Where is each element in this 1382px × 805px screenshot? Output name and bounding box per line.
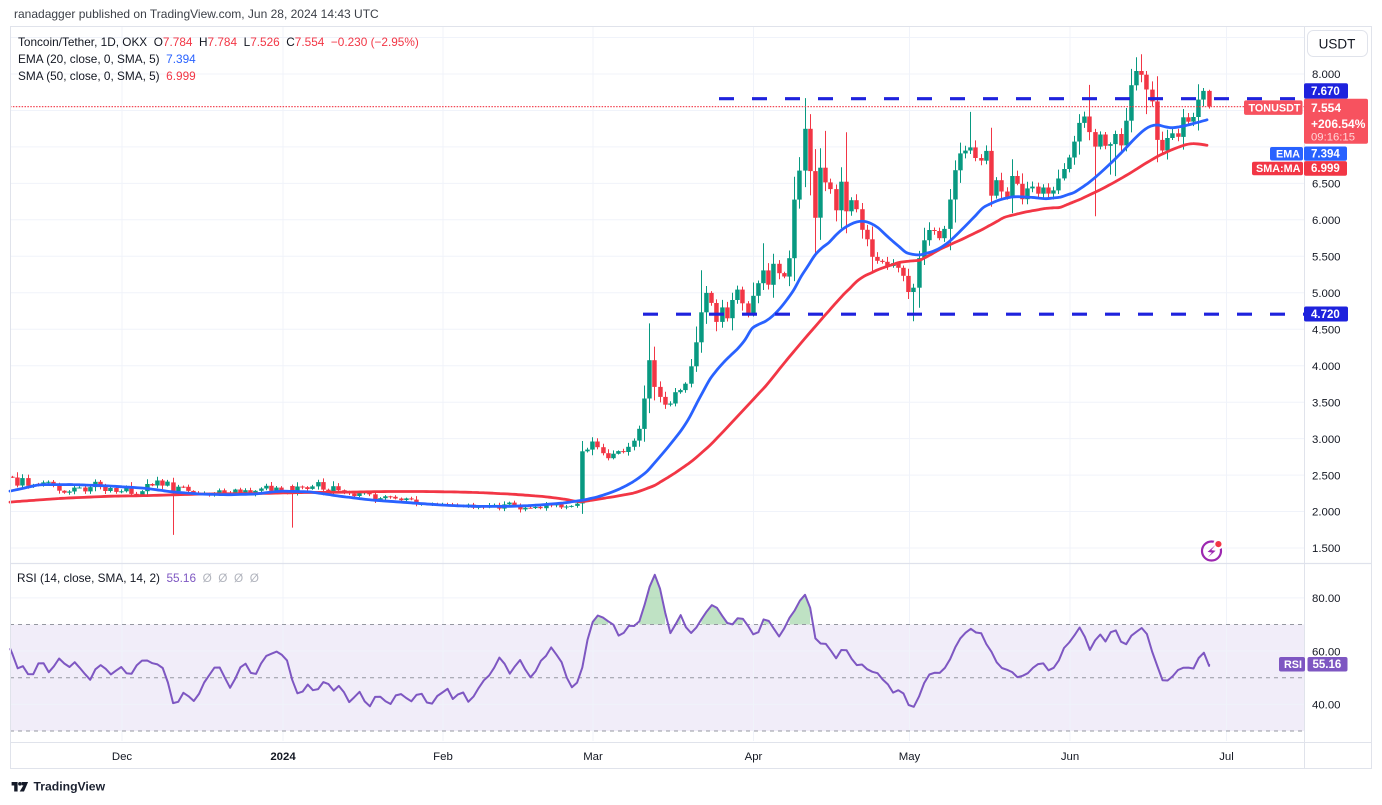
svg-text:7.394: 7.394	[1311, 149, 1340, 161]
svg-text:2.500: 2.500	[1312, 470, 1341, 482]
svg-text:6.500: 6.500	[1312, 179, 1341, 191]
svg-text:80.00: 80.00	[1312, 593, 1341, 605]
svg-text:2024: 2024	[270, 751, 296, 763]
svg-text:8.000: 8.000	[1312, 69, 1341, 81]
svg-text:4.500: 4.500	[1312, 324, 1341, 336]
svg-text:RSI: RSI	[1284, 659, 1302, 671]
svg-text:3.000: 3.000	[1312, 434, 1341, 446]
svg-text:SMA:MA: SMA:MA	[1256, 163, 1301, 175]
svg-text:5.000: 5.000	[1312, 288, 1341, 300]
svg-text:Jun: Jun	[1061, 751, 1079, 763]
svg-text:3.500: 3.500	[1312, 397, 1341, 409]
svg-text:May: May	[899, 751, 921, 763]
svg-text:USDT: USDT	[1319, 37, 1356, 52]
svg-text:4.720: 4.720	[1311, 309, 1340, 321]
svg-text:Jul: Jul	[1219, 751, 1234, 763]
svg-text:Feb: Feb	[433, 751, 453, 763]
svg-text:7.554: 7.554	[1311, 101, 1341, 115]
svg-text:6.999: 6.999	[1311, 163, 1340, 175]
svg-text:09:16:15: 09:16:15	[1311, 132, 1355, 144]
svg-text:TONUSDT: TONUSDT	[1249, 102, 1301, 114]
svg-text:5.500: 5.500	[1312, 252, 1341, 264]
svg-text:6.000: 6.000	[1312, 215, 1341, 227]
svg-text:4.000: 4.000	[1312, 361, 1341, 373]
svg-text:40.00: 40.00	[1312, 700, 1341, 712]
svg-text:Dec: Dec	[112, 751, 133, 763]
svg-text:1.500: 1.500	[1312, 543, 1341, 555]
svg-text:55.16: 55.16	[1313, 659, 1342, 671]
svg-text:2.000: 2.000	[1312, 507, 1341, 519]
svg-text:60.00: 60.00	[1312, 646, 1341, 658]
svg-text:Apr: Apr	[745, 751, 763, 763]
svg-text:7.670: 7.670	[1311, 86, 1340, 98]
svg-text:Mar: Mar	[583, 751, 603, 763]
svg-text:EMA: EMA	[1276, 148, 1300, 160]
svg-text:+206.54%: +206.54%	[1311, 117, 1366, 131]
svg-text:TradingView: TradingView	[34, 779, 106, 793]
